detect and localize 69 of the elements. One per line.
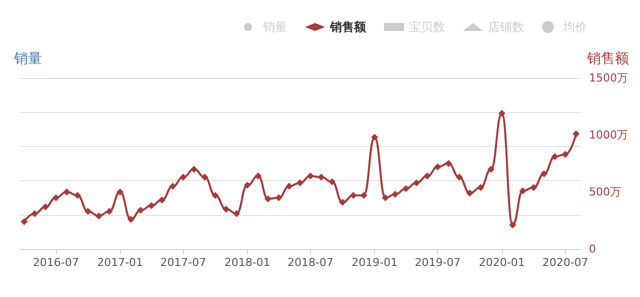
x-tick-label: 2018-01: [224, 256, 270, 269]
point: [222, 206, 230, 213]
legend-label: 销售额: [329, 20, 367, 34]
point: [339, 198, 346, 206]
point: [488, 166, 495, 173]
point: [382, 194, 389, 202]
y2-axis-title: 销售额: [586, 51, 629, 67]
point: [180, 174, 187, 181]
point: [264, 195, 272, 202]
point: [254, 172, 262, 180]
point: [296, 179, 304, 186]
point: [63, 188, 70, 196]
point: [498, 110, 506, 117]
point: [572, 130, 580, 138]
point: [530, 184, 538, 191]
y2-tick-label: 1000万: [589, 128, 628, 142]
point: [74, 192, 82, 199]
point: [169, 182, 176, 190]
point: [31, 210, 38, 218]
point: [434, 163, 442, 170]
x-tick-label: 2017-01: [97, 256, 144, 269]
point: [306, 172, 314, 180]
x-tick-label: 2018-07: [287, 256, 334, 269]
point: [116, 188, 124, 196]
x-tick-label: 2020-01: [478, 256, 525, 269]
point: [275, 194, 282, 202]
point: [540, 170, 548, 178]
y2-tick-label: 500万: [589, 186, 621, 198]
point: [95, 212, 102, 220]
point: [412, 179, 420, 186]
point: [445, 160, 452, 167]
point: [328, 178, 336, 186]
y2-tick-label: 0: [589, 242, 596, 256]
point: [244, 182, 251, 189]
point: [519, 187, 526, 194]
y-axis-title: 销量: [13, 51, 42, 67]
point: [350, 192, 357, 199]
point: [360, 192, 368, 199]
point: [148, 202, 155, 210]
point: [158, 196, 166, 204]
point: [456, 174, 463, 181]
point: [127, 216, 134, 223]
point: [371, 134, 378, 141]
point: [466, 190, 474, 197]
x-tick-label: 2016-07: [32, 256, 79, 269]
point: [509, 222, 516, 229]
point: [562, 150, 569, 158]
x-tick-label: 2019-07: [414, 256, 461, 269]
point: [190, 166, 198, 173]
point: [233, 210, 240, 218]
point: [84, 208, 92, 215]
point: [318, 174, 325, 181]
point: [212, 192, 219, 199]
point: [137, 206, 144, 214]
point: [52, 194, 60, 202]
point: [42, 203, 49, 210]
x-tick-label: 2017-07: [160, 256, 206, 269]
point: [402, 185, 410, 192]
point: [477, 184, 484, 191]
point: [286, 182, 293, 190]
point: [551, 153, 558, 160]
x-tick-label: 2019-01: [352, 256, 398, 269]
point: [392, 190, 399, 198]
point: [424, 172, 431, 180]
x-tick-label: 2020-07: [542, 256, 588, 269]
point: [20, 218, 28, 226]
y2-tick-label: 1500万: [589, 72, 628, 84]
point: [106, 208, 113, 215]
point: [201, 174, 208, 181]
